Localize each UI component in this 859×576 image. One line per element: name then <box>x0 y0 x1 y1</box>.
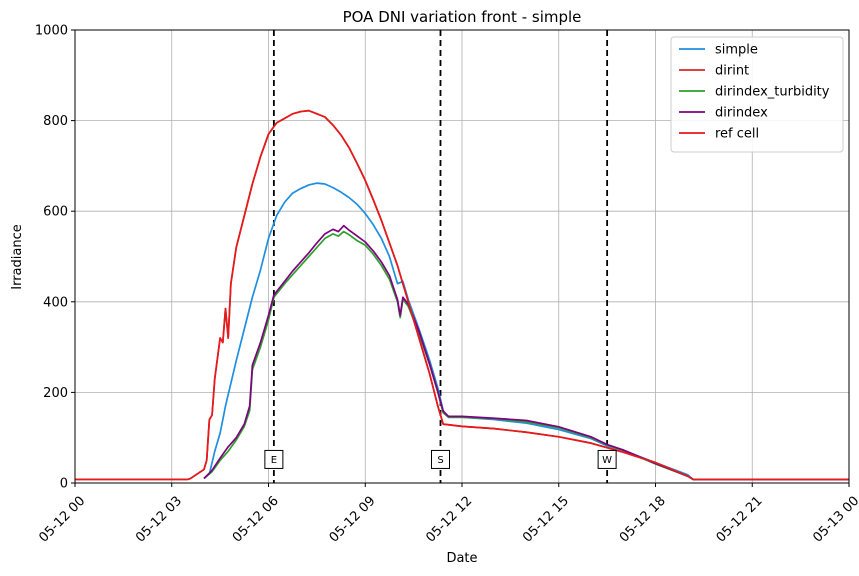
legend-label: dirindex_turbidity <box>715 85 830 100</box>
x-axis-title: Date <box>446 551 477 566</box>
vertical-marker-label: E <box>271 455 277 466</box>
y-tick-label: 0 <box>60 477 68 492</box>
legend-box <box>670 36 844 153</box>
y-tick-label: 800 <box>43 114 68 129</box>
y-tick-label: 400 <box>43 295 68 310</box>
y-axis-title: Irradiance <box>10 224 25 289</box>
vertical-markers <box>272 30 609 483</box>
y-tick-label: 600 <box>43 205 68 220</box>
vertical-marker-label: W <box>602 455 612 466</box>
legend-label: dirindex <box>715 106 768 121</box>
y-tick-label: 1000 <box>35 24 68 39</box>
vertical-marker-label: S <box>437 455 443 466</box>
y-tick-label: 200 <box>43 386 68 401</box>
legend-label: dirint <box>715 64 749 79</box>
legend-label: ref cell <box>715 127 759 142</box>
series-line-ref-cell <box>75 109 849 481</box>
vertical-marker-box <box>431 449 450 469</box>
series-line-dirindex-turbidity <box>203 230 849 481</box>
chart-title: POA DNI variation front - simple <box>343 8 582 26</box>
series-line-simple <box>203 182 849 481</box>
vertical-marker-box <box>264 449 284 469</box>
series-lines <box>75 109 849 481</box>
vertical-marker-box <box>597 449 617 469</box>
legend-label: simple <box>715 43 758 58</box>
legend: simple dirint dirindex_turbidity dirindex re… <box>670 36 844 153</box>
series-line-dirindex <box>203 224 849 481</box>
